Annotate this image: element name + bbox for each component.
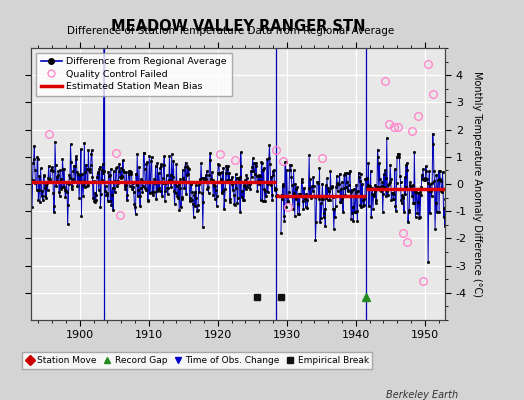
Text: Difference of Station Temperature Data from Regional Average: Difference of Station Temperature Data f…	[67, 26, 394, 36]
Text: Berkeley Earth: Berkeley Earth	[386, 390, 458, 400]
Y-axis label: Monthly Temperature Anomaly Difference (°C): Monthly Temperature Anomaly Difference (…	[473, 71, 483, 297]
Title: MEADOW VALLEY RANGER STN: MEADOW VALLEY RANGER STN	[111, 19, 366, 34]
Legend: Station Move, Record Gap, Time of Obs. Change, Empirical Break: Station Move, Record Gap, Time of Obs. C…	[21, 352, 373, 368]
